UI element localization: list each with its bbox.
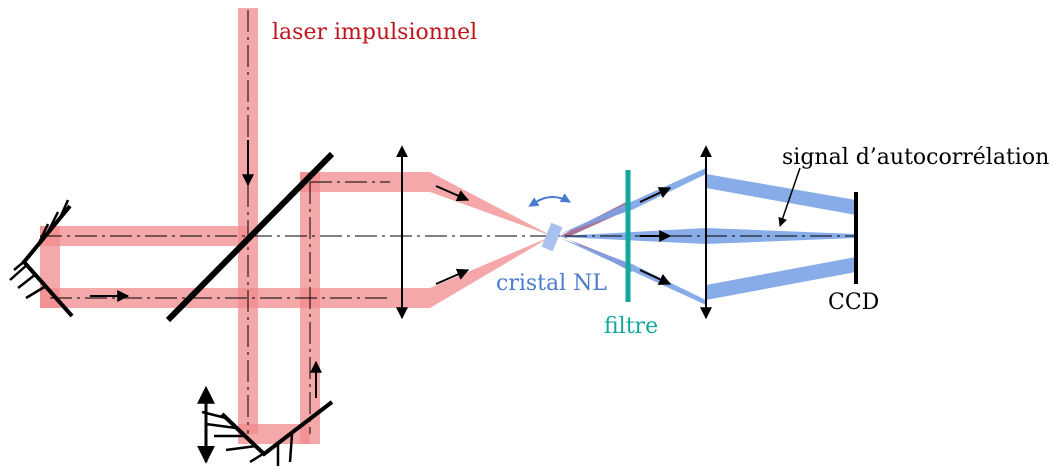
filter-label: filtre	[604, 314, 658, 339]
laser-label: laser impulsionnel	[272, 20, 477, 45]
arrow-icon	[435, 268, 470, 285]
crystal-label: cristal NL	[496, 271, 607, 296]
signal-pointer	[778, 167, 801, 227]
ccd-label: CCD	[828, 290, 879, 315]
lower-focus-beam	[390, 236, 552, 308]
upper-focus-beam	[390, 172, 552, 236]
delay-roof-mirror	[201, 400, 334, 466]
arrow-icon	[639, 187, 672, 203]
left-roof-mirror	[9, 199, 74, 318]
upper-signal-beam	[560, 168, 856, 234]
signal-label: signal d’autocorrélation	[782, 145, 1049, 170]
curved-double-arrow-icon	[528, 193, 571, 207]
laser-beams	[40, 8, 552, 444]
beam-direction-arrows	[90, 140, 672, 398]
arrow-icon	[435, 185, 470, 202]
arrow-icon	[639, 269, 672, 285]
beam-splitter	[165, 151, 335, 323]
reference-arm-beam	[40, 226, 248, 246]
nonlinear-crystal	[541, 222, 563, 252]
